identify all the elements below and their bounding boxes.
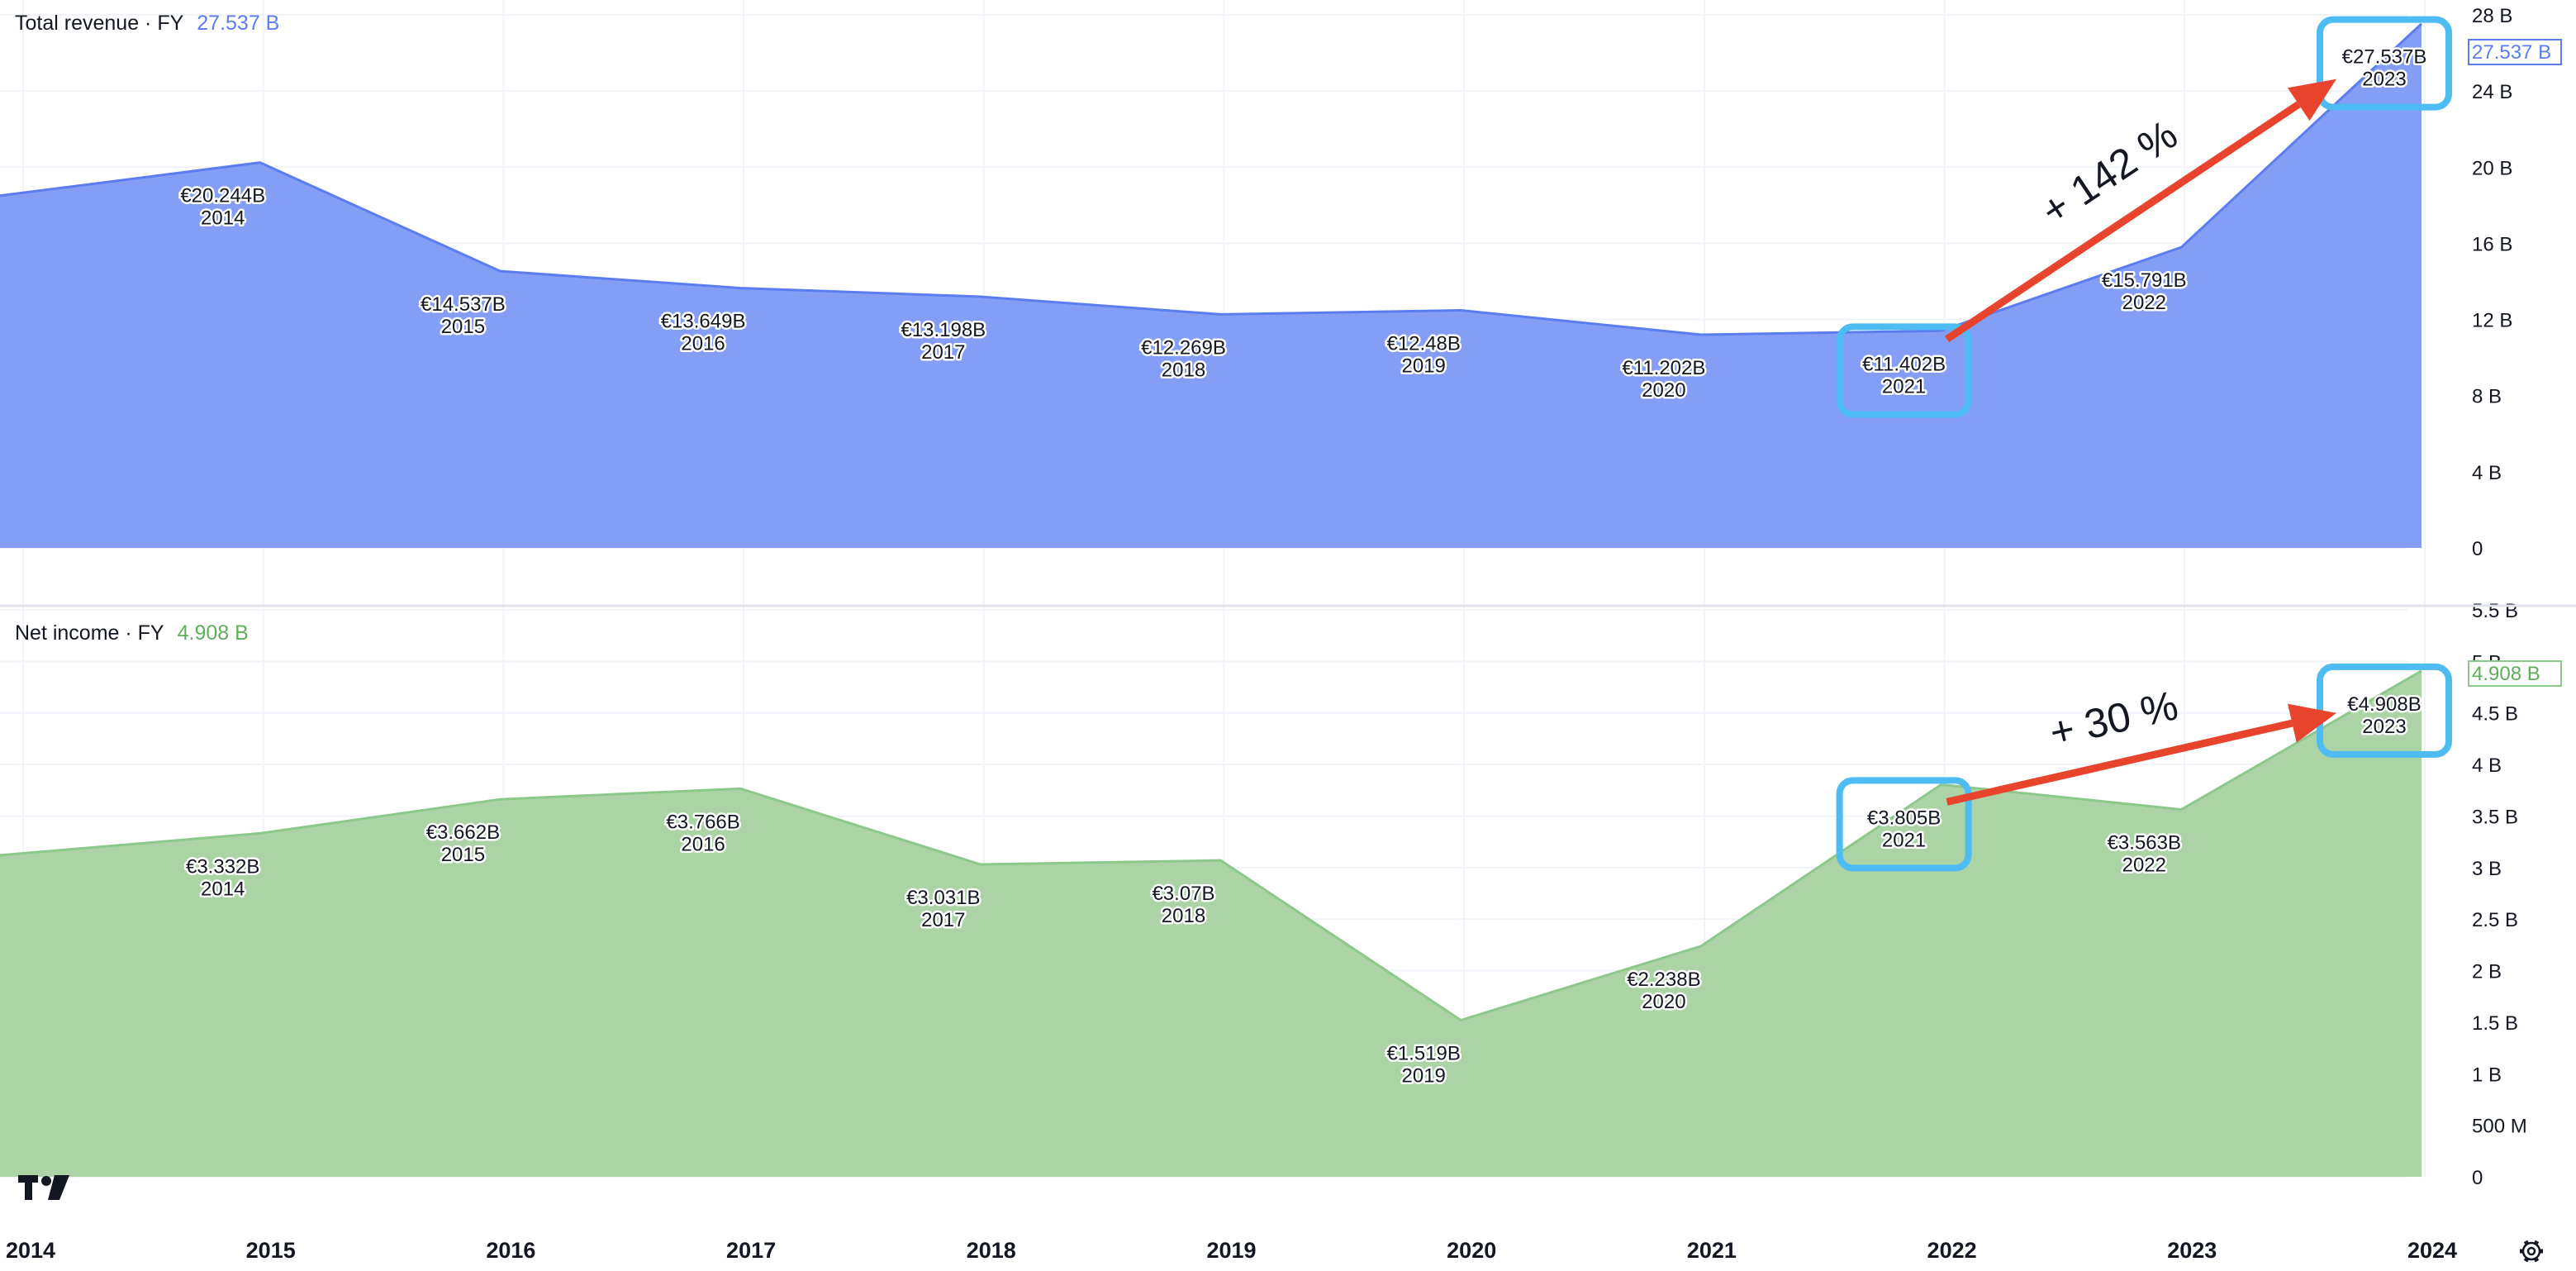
data-label-value: €1.519B: [1386, 1043, 1460, 1065]
y-tick-label: 16 B: [2472, 233, 2512, 255]
data-label-year: 2020: [1642, 991, 1685, 1013]
x-tick-label: 2015: [246, 1238, 296, 1263]
data-label-year: 2022: [2122, 854, 2166, 877]
y-tick-label: 5.5 B: [2472, 600, 2518, 622]
data-label-year: 2018: [1162, 359, 1205, 381]
net-income-area: [0, 670, 2422, 1177]
data-label-year: 2015: [441, 316, 485, 338]
data-label-value: €4.908B: [2347, 693, 2421, 716]
growth-arrowhead: [2287, 79, 2336, 121]
data-label-year: 2017: [921, 909, 965, 931]
data-label-year: 2016: [681, 833, 725, 855]
net-income-last-value: 4.908 B: [177, 621, 249, 645]
data-label-value: €11.202B: [1622, 357, 1705, 379]
data-label-value: €2.238B: [1627, 969, 1700, 991]
net-income-last-value-badge-text: 4.908 B: [2472, 663, 2540, 685]
net-income-legend: Net income · FY 4.908 B: [15, 621, 249, 645]
y-tick-label: 20 B: [2472, 157, 2512, 179]
y-tick-label: 0: [2472, 538, 2483, 560]
revenue-area: [0, 23, 2422, 548]
data-label-year: 2021: [1882, 829, 1926, 851]
x-tick-label: 2022: [1927, 1238, 1977, 1263]
y-tick-label: 1 B: [2472, 1064, 2502, 1086]
y-tick-label: 3.5 B: [2472, 806, 2518, 828]
data-label-value: €15.791B: [2102, 269, 2187, 292]
data-label-value: €11.402B: [1862, 353, 1946, 375]
x-tick-label: 2019: [1206, 1238, 1256, 1263]
revenue-line: [0, 22, 2423, 336]
data-label-year: 2014: [201, 207, 245, 230]
highlight-box: [2317, 16, 2452, 111]
highlight-box: [1836, 777, 1972, 872]
y-tick-label: 500 M: [2472, 1116, 2527, 1138]
settings-gear-icon: [2520, 1240, 2543, 1263]
data-label-year: 2021: [1882, 375, 1926, 397]
revenue-last-value-badge: [2468, 39, 2562, 65]
data-label-value: €3.766B: [666, 811, 739, 833]
y-tick-label: 1.5 B: [2472, 1012, 2518, 1035]
net-income-line: [0, 669, 2422, 1022]
y-tick-label: 4 B: [2472, 755, 2502, 777]
data-label-value: €27.537B: [2342, 46, 2427, 69]
y-tick-label: 24 B: [2472, 81, 2512, 103]
data-label-value: €3.07B: [1152, 883, 1214, 905]
y-tick-label: 12 B: [2472, 310, 2512, 332]
data-label-value: €3.563B: [2108, 832, 2181, 854]
growth-arrow: [1946, 719, 2293, 806]
data-label-year: 2023: [2362, 69, 2406, 91]
y-tick-label: 0: [2472, 1167, 2483, 1189]
tradingview-logo-icon: [18, 1175, 69, 1200]
x-tick-label: 2014: [6, 1238, 55, 1263]
revenue-legend: Total revenue · FY 27.537 B: [15, 12, 279, 36]
x-tick-label: 2016: [486, 1238, 535, 1263]
y-tick-label: 2.5 B: [2472, 909, 2518, 931]
y-tick-label: 4 B: [2472, 462, 2502, 484]
x-tick-label: 2023: [2167, 1238, 2217, 1263]
growth-annotation: + 142 %: [2032, 111, 2185, 234]
data-label-value: €12.48B: [1386, 333, 1460, 355]
y-tick-label: 3 B: [2472, 858, 2502, 880]
data-label-value: €3.332B: [186, 855, 259, 878]
data-label-value: €3.031B: [906, 887, 980, 909]
data-label-value: €3.662B: [426, 821, 500, 844]
data-label-year: 2018: [1162, 905, 1205, 927]
data-label-value: €14.537B: [421, 293, 506, 316]
data-label-year: 2017: [921, 341, 965, 364]
data-label-year: 2019: [1402, 355, 1446, 378]
growth-arrow: [1945, 101, 2301, 343]
revenue-last-value: 27.537 B: [197, 12, 280, 35]
data-label-year: 2020: [1642, 379, 1685, 402]
net-income-title: Net income · FY: [15, 621, 164, 645]
data-label-value: €20.244B: [180, 185, 265, 207]
net-income-last-value-badge: [2468, 660, 2562, 687]
y-tick-label: 28 B: [2472, 5, 2512, 27]
x-tick-label: 2018: [967, 1238, 1016, 1263]
data-label-year: 2014: [201, 878, 245, 900]
x-tick-label: 2024: [2407, 1238, 2457, 1263]
x-tick-label: 2020: [1447, 1238, 1496, 1263]
data-label-year: 2023: [2362, 716, 2406, 738]
y-tick-label: 4.5 B: [2472, 703, 2518, 726]
data-label-value: €3.805B: [1867, 807, 1941, 829]
data-label-value: €13.198B: [901, 319, 986, 341]
y-tick-label: 8 B: [2472, 386, 2502, 408]
data-label-year: 2016: [681, 333, 725, 355]
data-label-year: 2019: [1402, 1065, 1446, 1088]
data-label-value: €13.649B: [661, 311, 746, 333]
highlight-box: [1836, 323, 1972, 418]
data-label-value: €12.269B: [1141, 336, 1226, 359]
revenue-last-value-badge-text: 27.537 B: [2472, 41, 2551, 64]
data-label-year: 2022: [2122, 292, 2166, 314]
x-tick-label: 2017: [726, 1238, 776, 1263]
revenue-title: Total revenue · FY: [15, 12, 184, 35]
y-tick-label: 2 B: [2472, 961, 2502, 983]
growth-annotation: + 30 %: [2046, 682, 2183, 756]
data-label-year: 2015: [441, 844, 485, 866]
x-tick-label: 2021: [1687, 1238, 1737, 1263]
growth-arrowhead: [2288, 703, 2336, 743]
